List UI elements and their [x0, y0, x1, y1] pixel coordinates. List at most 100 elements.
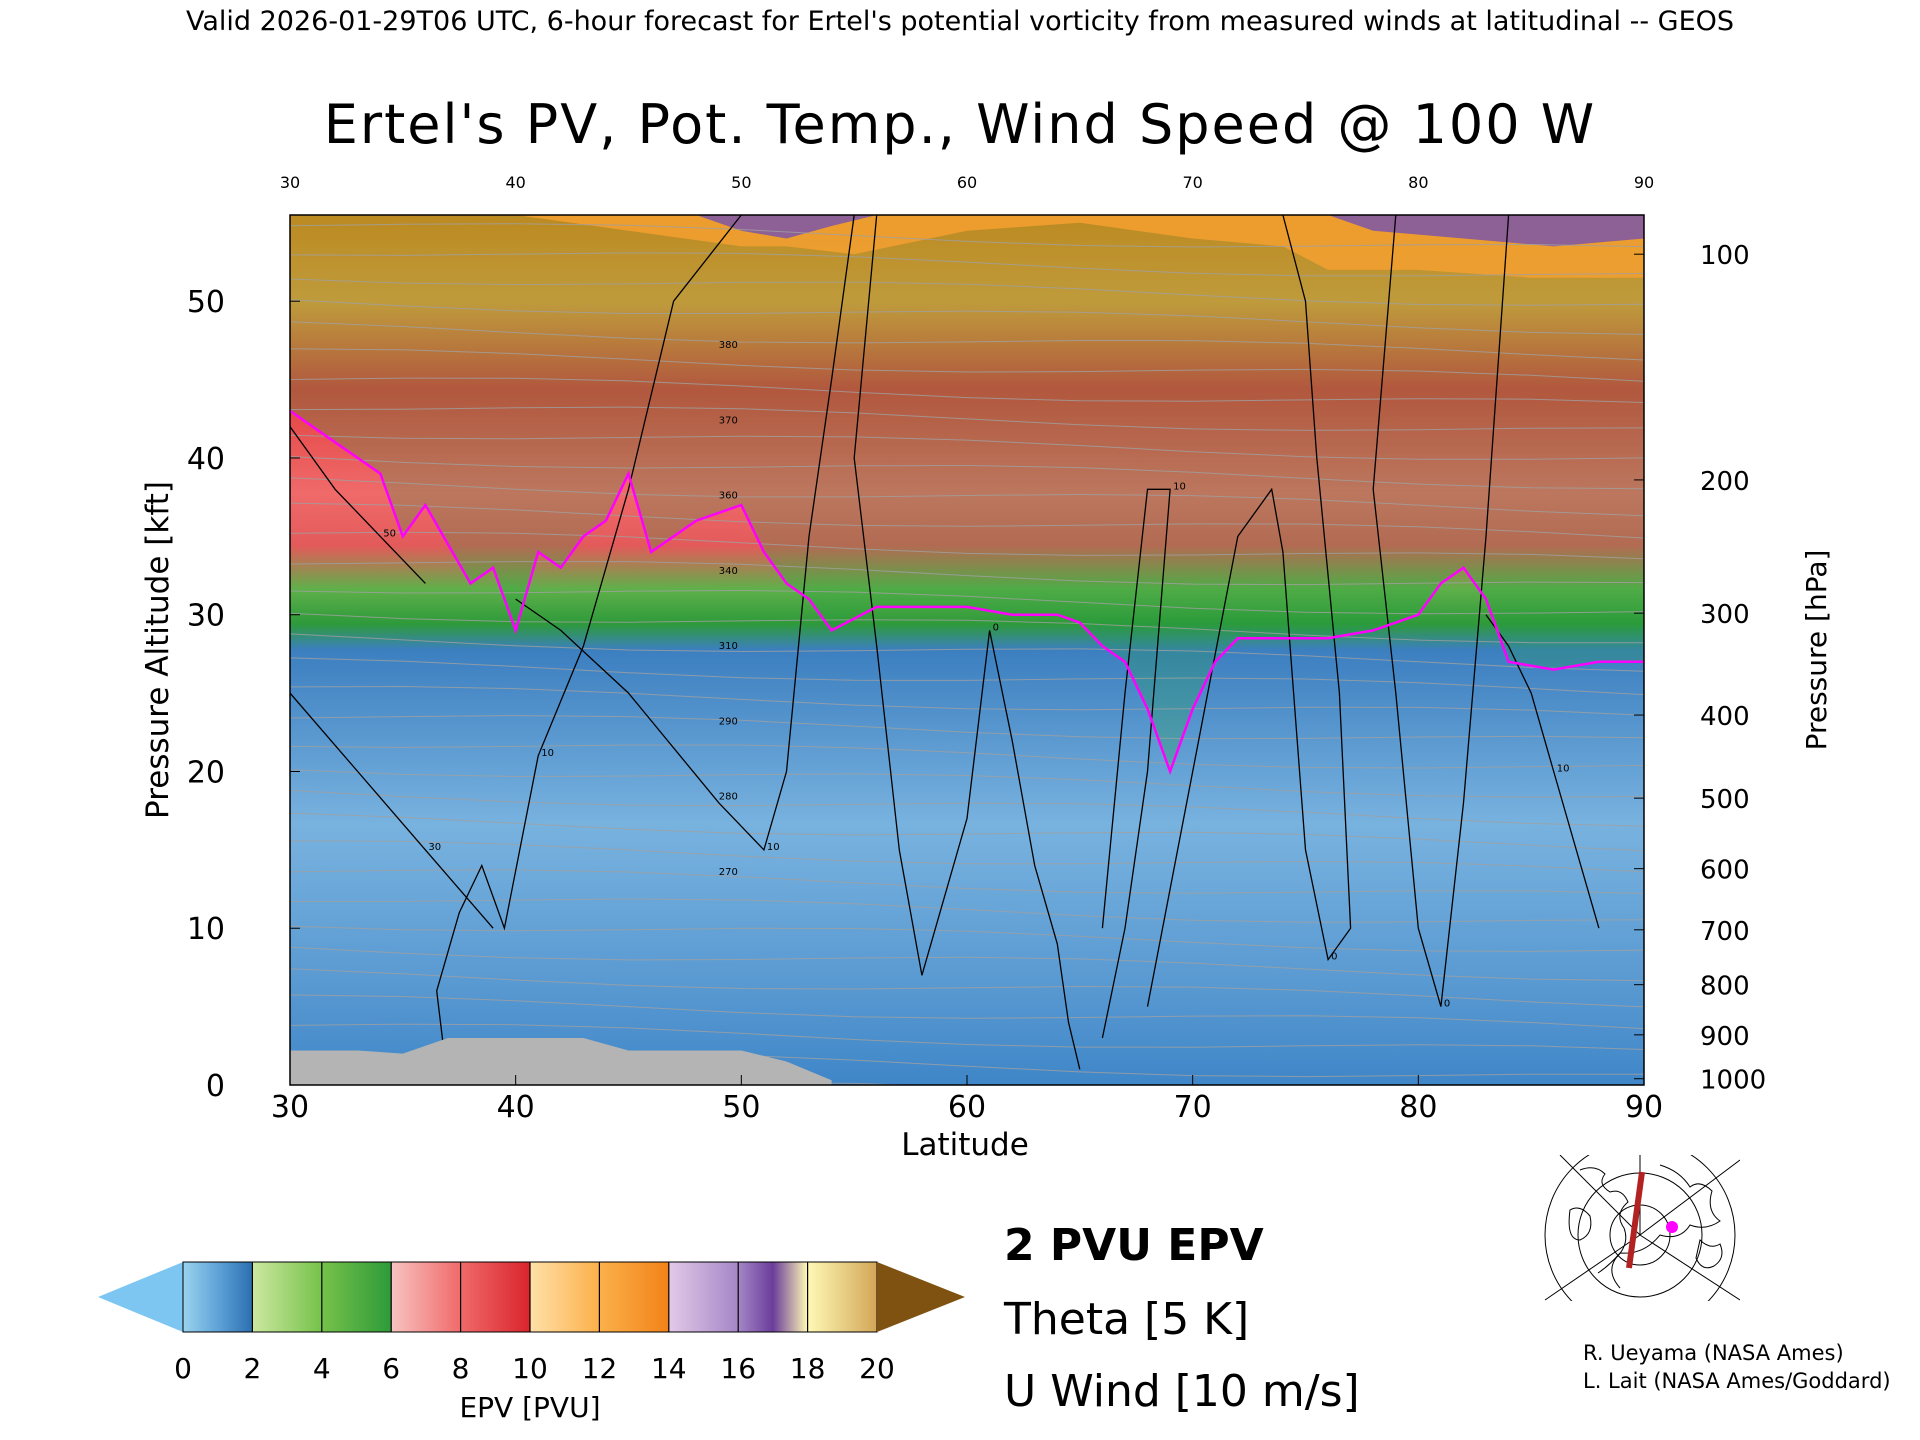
- u-wind-contour: [1485, 614, 1600, 929]
- theta-label: 360: [719, 491, 738, 502]
- theta-contour: [290, 744, 1644, 769]
- u-wind-contour: [1372, 215, 1510, 1007]
- inset-marker: [1666, 1221, 1678, 1233]
- x-tick-label: 90: [1625, 1090, 1663, 1125]
- theta-contour: [290, 925, 1644, 952]
- plot-area: 380 370 360 340 310 290 280 270 10 10 0 10 0 0 10 30 50: [290, 215, 1644, 1085]
- top-tick-label: 30: [280, 173, 300, 192]
- x-tick-label: 80: [1399, 1090, 1437, 1125]
- u-wind-label: 0: [1331, 952, 1337, 963]
- pressure-tick-label: 300: [1700, 600, 1750, 630]
- theta-contour: [290, 685, 1644, 716]
- theta-contour: [290, 657, 1644, 696]
- theta-contour: [290, 434, 1644, 460]
- u-wind-contour: [1101, 488, 1171, 1039]
- colorbar-underflow: [98, 1262, 183, 1332]
- top-tick-label: 80: [1408, 173, 1428, 192]
- colorbar-tick-label: 14: [651, 1352, 687, 1385]
- colorbar-tick-label: 6: [382, 1352, 400, 1385]
- y-tick-label: 40: [187, 442, 225, 477]
- theta-label: 270: [719, 867, 738, 878]
- colorbar-label: EPV [PVU]: [459, 1391, 600, 1424]
- colorbar-tick-label: 10: [512, 1352, 548, 1385]
- y-axis-title-left: Pressure Altitude [kft]: [140, 481, 176, 819]
- theta-contour: [290, 769, 1644, 798]
- theta-contour: [290, 612, 1644, 644]
- theta-contour: [290, 994, 1644, 1030]
- u-wind-contour: [515, 215, 855, 852]
- theta-contour: [290, 456, 1644, 490]
- colorbar-tick-label: 20: [859, 1352, 895, 1385]
- u-wind-contours: 10 10 0 10 0 0 10 30 50: [290, 215, 1600, 1085]
- u-wind-label: 10: [1173, 481, 1186, 492]
- colorbar-tick-label: 16: [720, 1352, 756, 1385]
- u-wind-label: 10: [541, 748, 554, 759]
- u-wind-label: 0: [1444, 999, 1450, 1010]
- u-wind-label: 30: [428, 842, 441, 853]
- u-wind-contour: [1146, 215, 1352, 1007]
- u-wind-label: 10: [1557, 763, 1570, 774]
- x-tick-label: 60: [948, 1090, 986, 1125]
- y-tick-label: 20: [187, 755, 225, 790]
- legend: 2 PVU EPV Theta [5 K] U Wind [10 m/s]: [1003, 1220, 1360, 1417]
- theta-label: 370: [719, 415, 738, 426]
- x-tick-label: 50: [722, 1090, 760, 1125]
- pv-2pvu-contour: [290, 409, 1644, 776]
- x-tick-label: 40: [497, 1090, 535, 1125]
- pressure-tick-label: 600: [1700, 856, 1750, 886]
- colorbar-tick-label: 8: [452, 1352, 470, 1385]
- colorbar-tick-label: 2: [243, 1352, 261, 1385]
- theta-contour: [290, 715, 1644, 740]
- colorbar-ticks: 0 2 4 6 8 10 12 14 16 18 20: [174, 1262, 895, 1385]
- theta-contour: [290, 502, 1644, 539]
- colorbar-overflow: [877, 1262, 965, 1332]
- axes: 3030404050506060707080809090010203040501…: [187, 173, 1766, 1125]
- theta-contour: [290, 321, 1644, 361]
- theta-contour: [290, 840, 1644, 873]
- colorbar-tick-label: 4: [313, 1352, 331, 1385]
- colorbar-tick-label: 18: [790, 1352, 826, 1385]
- theta-contour: [290, 968, 1644, 1008]
- theta-contour: [290, 252, 1644, 277]
- x-axis-title: Latitude: [901, 1127, 1029, 1163]
- y-tick-label: 0: [206, 1069, 225, 1104]
- u-wind-contour: [853, 215, 1081, 1070]
- theta-contour: [290, 633, 1644, 672]
- top-tick-label: 70: [1182, 173, 1202, 192]
- pressure-tick-label: 1000: [1700, 1066, 1766, 1096]
- pressure-tick-label: 700: [1700, 917, 1750, 947]
- top-tick-label: 90: [1634, 173, 1654, 192]
- y-tick-label: 50: [187, 285, 225, 320]
- y-axis-title-right: Pressure [hPa]: [1800, 550, 1833, 751]
- pressure-tick-label: 200: [1700, 467, 1750, 497]
- pressure-tick-label: 500: [1700, 785, 1750, 815]
- y-tick-label: 30: [187, 599, 225, 634]
- theta-label: 380: [719, 340, 738, 351]
- theta-contour: [290, 223, 1644, 248]
- header-text: Valid 2026-01-29T06 UTC, 6-hour forecast…: [186, 6, 1734, 37]
- legend-item-theta: Theta [5 K]: [1003, 1294, 1249, 1345]
- pressure-tick-label: 400: [1700, 702, 1750, 732]
- x-tick-label: 70: [1174, 1090, 1212, 1125]
- u-wind-label: 0: [993, 622, 999, 633]
- theta-contour: [290, 477, 1644, 517]
- theta-contour: [290, 299, 1644, 335]
- colorbar-tick-label: 12: [582, 1352, 618, 1385]
- u-wind-contour: [290, 692, 494, 929]
- theta-contours: 380 370 360 340 310 290 280 270: [290, 223, 1644, 1085]
- terrain: [290, 1038, 832, 1085]
- inset-section-line: [1626, 1171, 1645, 1269]
- theta-contour: [290, 377, 1644, 403]
- theta-label: 290: [719, 716, 738, 727]
- chart-title: Ertel's PV, Pot. Temp., Wind Speed @ 100…: [324, 93, 1596, 156]
- theta-label: 280: [719, 792, 738, 803]
- colorbar-tick-label: 0: [174, 1352, 192, 1385]
- legend-item-wind: U Wind [10 m/s]: [1004, 1366, 1360, 1417]
- theta-contour: [290, 812, 1644, 852]
- theta-contour: [290, 531, 1644, 560]
- top-tick-label: 50: [731, 173, 751, 192]
- y-tick-label: 10: [187, 912, 225, 947]
- top-tick-label: 60: [957, 173, 977, 192]
- u-wind-contour: [436, 215, 742, 1085]
- credit-line-1: R. Ueyama (NASA Ames): [1583, 1341, 1844, 1365]
